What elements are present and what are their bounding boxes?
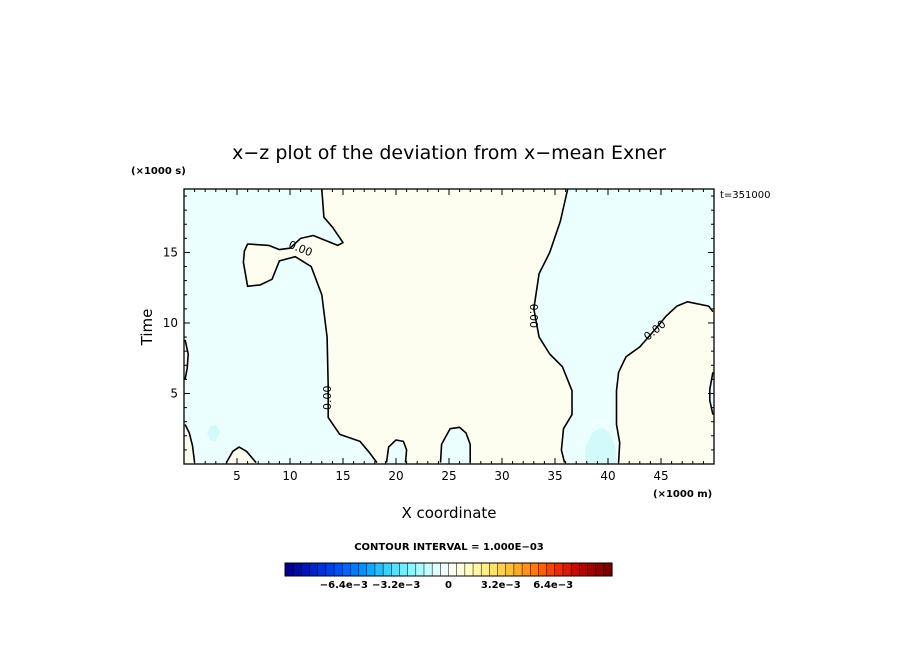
y-unit-label: (×1000 s)	[131, 166, 186, 177]
x-tick-label: 40	[600, 469, 615, 483]
colorbar-tick-label: −3.2e−3	[372, 580, 420, 591]
x-tick-label: 5	[233, 469, 241, 483]
contour-label-1: 0.00	[321, 385, 334, 410]
colorbar-bin	[562, 562, 572, 577]
contour-region-0	[184, 189, 377, 464]
contour-region-9	[584, 427, 617, 464]
x-tick-label: 25	[441, 469, 456, 483]
colorbar-bin	[374, 562, 384, 577]
y-tick-label: 15	[163, 245, 178, 259]
zero-contour-5	[184, 339, 189, 380]
chart-title: x−z plot of the deviation from x−mean Ex…	[232, 142, 666, 164]
colorbar-bin	[538, 562, 548, 577]
colorbar-bin	[382, 562, 392, 577]
zero-contour-6	[184, 424, 196, 463]
colorbar-bin	[587, 562, 597, 577]
contour-region-3	[184, 339, 189, 380]
x-tick-label: 35	[547, 469, 562, 483]
colorbar-bin	[317, 562, 327, 577]
colorbar-bin	[325, 562, 335, 577]
x-tick-label: 10	[282, 469, 297, 483]
zero-contour-3	[532, 188, 573, 463]
colorbar-bin	[301, 562, 311, 577]
colorbar-bin	[603, 562, 613, 577]
colorbar-bin	[530, 562, 539, 577]
colorbar-bin	[456, 562, 466, 577]
contour-fill-regions	[184, 189, 714, 464]
colorbar-bin	[366, 562, 376, 577]
axis-ticks: 5 10 15 20 25 30 35 40 45 5 10 15	[163, 189, 714, 483]
x-axis-label: X coordinate	[401, 504, 496, 522]
colorbar-bin	[333, 562, 343, 577]
colorbar-bin	[513, 562, 523, 577]
colorbar-bin	[309, 562, 319, 577]
colorbar-bin	[341, 562, 351, 577]
colorbar-bin	[554, 562, 564, 577]
x-tick-label: 30	[494, 469, 509, 483]
colorbar-frame	[284, 562, 613, 577]
colorbar-bin	[472, 562, 482, 577]
zero-contour-1	[385, 439, 408, 463]
y-axis-label: Time	[138, 309, 156, 347]
time-label: t=351000	[720, 190, 770, 201]
y-tick-label: 10	[163, 316, 178, 330]
contour-label-2: 0.00	[527, 304, 540, 329]
colorbar-bin	[358, 562, 368, 577]
colorbar-bin	[448, 562, 458, 577]
colorbar-bin	[489, 562, 499, 577]
colorbar-bin	[440, 562, 450, 577]
contour-region-2	[184, 424, 195, 464]
contour-interval-label: CONTOUR INTERVAL = 1.000E−03	[354, 542, 544, 553]
colorbar-bin	[546, 562, 556, 577]
zero-contour-2	[439, 426, 472, 463]
contour-region-5	[386, 440, 407, 464]
colorbar-bin	[423, 562, 433, 577]
colorbar-bin	[497, 562, 507, 577]
colorbar-bin	[415, 562, 425, 577]
colorbar-tick-label: 6.4e−3	[533, 580, 573, 591]
colorbar-bin	[407, 562, 417, 577]
colorbar-bin	[292, 562, 302, 577]
x-unit-label: (×1000 m)	[653, 489, 712, 500]
colorbar-bin	[505, 562, 515, 577]
x-tick-label: 15	[335, 469, 350, 483]
x-tick-label: 20	[388, 469, 403, 483]
zero-contour-0	[242, 188, 378, 464]
colorbar: −6.4e−3 −3.2e−3 0 3.2e−3 6.4e−3	[284, 562, 613, 591]
colorbar-bin	[391, 562, 400, 577]
zero-contour-4	[615, 300, 714, 463]
colorbar-bin	[399, 562, 409, 577]
colorbar-tick-label: 0	[445, 580, 452, 591]
colorbar-tick-label: 3.2e−3	[481, 580, 521, 591]
zero-contour-lines	[184, 188, 714, 464]
colorbar-bin	[579, 562, 589, 577]
colorbar-bin	[570, 562, 580, 577]
colorbar-tick-label: −6.4e−3	[320, 580, 368, 591]
colorbar-bin	[480, 562, 490, 577]
colorbar-bin	[595, 562, 605, 577]
contour-region-8	[207, 424, 220, 442]
y-tick-label: 5	[170, 386, 178, 400]
zero-contour-7	[225, 446, 257, 464]
contour-region-1	[533, 189, 714, 464]
colorbar-bin	[350, 562, 360, 577]
x-tick-label: 45	[653, 469, 668, 483]
colorbar-bin	[521, 562, 531, 577]
contour-region-6	[440, 427, 471, 464]
colorbar-bin	[284, 562, 294, 577]
colorbar-bin	[464, 562, 474, 577]
colorbar-bin	[431, 562, 441, 577]
